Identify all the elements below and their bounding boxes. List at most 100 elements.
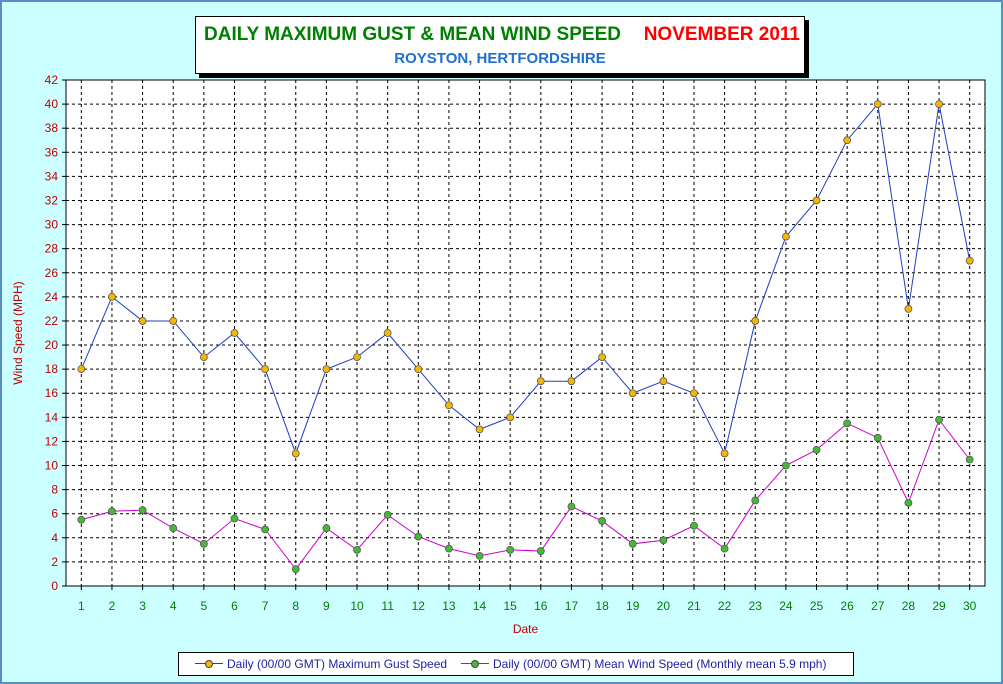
y-tick-label: 32 — [45, 193, 59, 207]
x-tick-label: 22 — [718, 599, 732, 613]
x-tick-label: 8 — [292, 599, 299, 613]
data-point-1 — [781, 461, 790, 470]
data-point-0 — [843, 136, 852, 145]
data-point-0 — [475, 425, 484, 434]
data-point-0 — [445, 401, 453, 410]
plot-border — [65, 79, 986, 587]
data-point-1 — [322, 524, 331, 533]
data-point-1 — [261, 525, 270, 534]
chart-subtitle: ROYSTON, HERTFORDSHIRE — [394, 50, 606, 67]
y-tick-label: 34 — [45, 169, 59, 183]
legend-mean-label: Daily (00/00 GMT) Mean Wind Speed (Month… — [493, 657, 827, 671]
data-point-0 — [291, 449, 300, 458]
data-point-0 — [322, 365, 331, 374]
chart-title-date: NOVEMBER 2011 — [643, 24, 800, 45]
x-tick-label: 5 — [201, 599, 208, 613]
y-tick-label: 20 — [45, 338, 59, 352]
x-tick-label: 7 — [262, 599, 269, 613]
x-tick-label: 3 — [139, 599, 146, 613]
data-point-1 — [720, 544, 729, 553]
x-tick-label: 18 — [595, 599, 609, 613]
x-tick-label: 19 — [626, 599, 640, 613]
data-point-0 — [108, 292, 116, 301]
y-tick-label: 18 — [45, 362, 59, 376]
chart-title: DAILY MAXIMUM GUST & MEAN WIND SPEED — [204, 24, 621, 45]
y-tick-label: 8 — [51, 483, 58, 497]
y-tick-label: 22 — [45, 314, 59, 328]
legend-gust-marker-icon — [195, 658, 223, 670]
data-point-0 — [812, 196, 821, 205]
x-tick-label: 20 — [657, 599, 671, 613]
data-point-0 — [77, 365, 86, 374]
x-tick-label: 25 — [810, 599, 824, 613]
y-tick-label: 10 — [45, 459, 59, 473]
y-tick-label: 36 — [45, 145, 59, 159]
x-tick-label: 26 — [840, 599, 854, 613]
data-point-0 — [751, 317, 760, 325]
data-point-1 — [812, 445, 821, 454]
data-point-0 — [353, 353, 361, 361]
data-point-0 — [965, 256, 974, 265]
data-point-0 — [567, 377, 576, 386]
data-point-1 — [935, 415, 943, 424]
data-point-1 — [506, 545, 515, 554]
data-point-1 — [108, 507, 116, 516]
data-point-0 — [199, 353, 208, 361]
data-point-1 — [536, 547, 545, 555]
x-tick-label: 21 — [687, 599, 701, 613]
series-line-0 — [80, 102, 971, 455]
y-tick-label: 14 — [45, 410, 59, 424]
y-tick-label: 38 — [45, 121, 59, 135]
title-box: DAILY MAXIMUM GUST & MEAN WIND SPEED NOV… — [195, 16, 805, 74]
x-tick-label: 9 — [323, 599, 330, 613]
legend: Daily (00/00 GMT) Maximum Gust Speed Dai… — [178, 652, 854, 676]
data-point-0 — [781, 232, 790, 241]
legend-gust-label: Daily (00/00 GMT) Maximum Gust Speed — [227, 657, 448, 671]
x-tick-label: 23 — [749, 599, 763, 613]
data-point-1 — [169, 524, 178, 533]
y-tick-label: 26 — [45, 266, 59, 280]
x-tick-label: 15 — [504, 599, 518, 613]
data-point-0 — [383, 329, 392, 337]
data-point-1 — [414, 532, 423, 541]
data-point-1 — [138, 506, 147, 515]
legend-item-gust: Daily (00/00 GMT) Maximum Gust Speed — [195, 657, 447, 671]
x-tick-label: 6 — [231, 599, 238, 613]
data-point-0 — [904, 305, 913, 313]
data-point-0 — [873, 100, 882, 108]
data-point-1 — [843, 419, 852, 428]
data-point-1 — [291, 565, 300, 574]
y-tick-label: 4 — [51, 531, 58, 545]
data-point-1 — [383, 511, 392, 519]
x-tick-label: 24 — [779, 599, 793, 613]
legend-mean-marker-icon — [461, 658, 489, 670]
x-tick-label: 28 — [902, 599, 916, 613]
data-point-1 — [873, 433, 882, 442]
data-point-1 — [598, 517, 606, 525]
data-point-0 — [138, 317, 147, 325]
y-tick-label: 42 — [45, 73, 59, 87]
data-point-0 — [720, 449, 729, 458]
data-point-0 — [628, 389, 637, 398]
data-point-0 — [659, 377, 668, 386]
x-tick-label: 16 — [534, 599, 548, 613]
x-tick-label: 14 — [473, 599, 487, 613]
x-tick-label: 1 — [78, 599, 85, 613]
data-point-1 — [475, 551, 484, 560]
data-point-1 — [445, 544, 453, 553]
x-axis-label: Date — [513, 622, 539, 636]
y-tick-label: 40 — [45, 97, 59, 111]
x-tick-label: 27 — [871, 599, 885, 613]
data-point-1 — [659, 536, 668, 545]
y-tick-label: 24 — [45, 290, 59, 304]
data-point-0 — [414, 365, 423, 374]
y-tick-label: 28 — [45, 242, 59, 256]
data-point-0 — [690, 389, 698, 398]
y-tick-label: 12 — [45, 434, 59, 448]
x-tick-label: 17 — [565, 599, 579, 613]
data-point-0 — [536, 377, 545, 386]
y-tick-label: 0 — [51, 579, 58, 593]
data-point-1 — [353, 545, 361, 554]
data-point-0 — [935, 100, 943, 108]
